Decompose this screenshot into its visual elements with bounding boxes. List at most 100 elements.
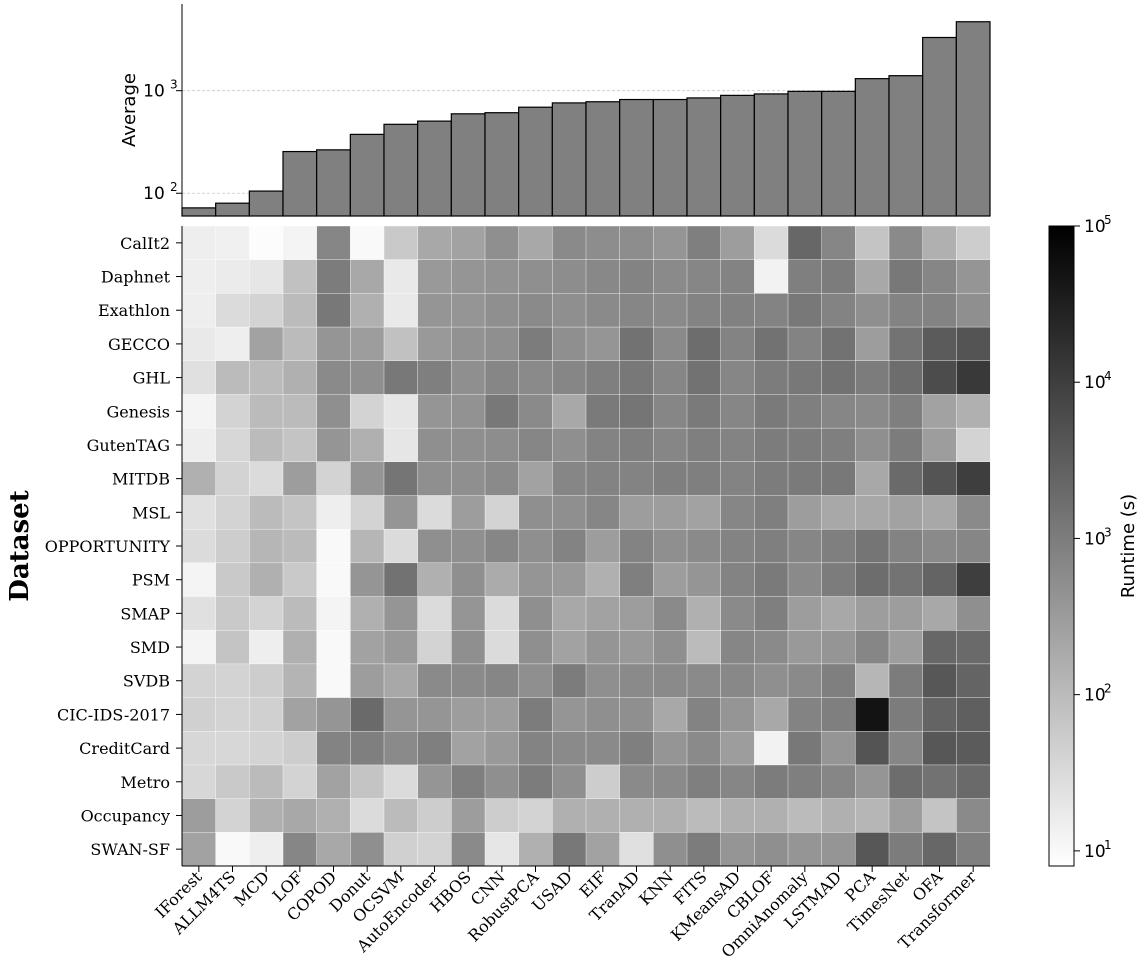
- heatmap-cell-MSL-CNN: [484, 495, 520, 530]
- heatmap-cell-SMAP-OmniAnomaly: [787, 596, 823, 631]
- bar-LSTMAD: [821, 90, 856, 217]
- heatmap-cell-OPPORTUNITY-COPOD: [316, 528, 351, 564]
- heatmap-cell-MITDB-Donut: [350, 461, 385, 496]
- heatmap-cell-CreditCard-Donut: [350, 731, 385, 766]
- heatmap-cell-SVDB-MCD: [249, 663, 284, 699]
- heatmap-cell-SWAN-SF-ALLM4TS: [215, 832, 250, 867]
- heatmap-cell-CalIt2-PCA: [855, 225, 890, 261]
- heatmap-cell-PSM-MCD: [249, 562, 284, 598]
- heatmap-cell-Occupancy-OFA: [922, 798, 957, 833]
- heatmap-cell-CalIt2-TranAD: [619, 225, 654, 261]
- heatmap-cell-MSL-KMeansAD: [720, 495, 755, 530]
- heatmap-x-tick-label: KNN: [635, 867, 677, 909]
- heatmap-cell-SVDB-OFA: [922, 663, 957, 699]
- heatmap-cell-OPPORTUNITY-CBLOF: [754, 528, 789, 564]
- heatmap-cell-OPPORTUNITY-TranAD: [619, 528, 654, 564]
- heatmap-cell-GHL-IForest: [181, 360, 217, 395]
- heatmap-cell-Metro-AutoEncoder: [417, 764, 452, 800]
- heatmap-cell-OPPORTUNITY-LOF: [282, 528, 318, 564]
- heatmap-cell-Exathlon-EIF: [585, 293, 621, 328]
- heatmap-cell-Genesis-TimesNet: [888, 394, 924, 429]
- heatmap-cell-GECCO-AutoEncoder: [417, 326, 452, 362]
- heatmap-cell-SVDB-COPOD: [316, 663, 351, 699]
- heatmap-cell-CalIt2-Transformer: [956, 225, 991, 261]
- heatmap-cell-SMAP-EIF: [585, 596, 621, 631]
- heatmap-cell-OPPORTUNITY-IForest: [181, 528, 217, 564]
- heatmap-cell-MITDB-IForest: [181, 461, 217, 496]
- heatmap-cell-PSM-CBLOF: [754, 562, 789, 598]
- heatmap-cell-CalIt2-EIF: [585, 225, 621, 261]
- heatmap-cell-PSM-HBOS: [451, 562, 486, 598]
- heatmap-x-tick-labels: IForestALLM4TSMCDLOFCOPODDonutOCSVMAutoE…: [151, 866, 980, 961]
- bar-USAD: [551, 102, 587, 217]
- heatmap-cell-CIC-IDS-2017-OCSVM: [383, 697, 419, 732]
- heatmap-cell-GHL-OmniAnomaly: [787, 360, 823, 395]
- heatmap-cell-Metro-PCA: [855, 764, 890, 800]
- heatmap-cell-SMAP-LSTMAD: [821, 596, 856, 631]
- heatmap-cell-Metro-TimesNet: [888, 764, 924, 800]
- bar-CBLOF: [753, 93, 789, 217]
- heatmap-y-tick-label: CreditCard: [79, 739, 170, 758]
- colorbar-tick-label: 10: [1084, 686, 1106, 706]
- heatmap-cell-OPPORTUNITY-EIF: [585, 528, 621, 564]
- heatmap-cell-PSM-ALLM4TS: [215, 562, 250, 598]
- heatmap-cell-GHL-MCD: [249, 360, 284, 395]
- heatmap-cell-SMD-PCA: [855, 630, 890, 665]
- heatmap-cell-SMAP-TimesNet: [888, 596, 924, 631]
- heatmap-cell-SMAP-USAD: [552, 596, 587, 631]
- heatmap-y-tick-label: SVDB: [123, 672, 170, 691]
- heatmap-cell-OPPORTUNITY-OmniAnomaly: [787, 528, 823, 564]
- heatmap-panel: CalIt2 Daphnet Exathlon GECCO GHL Genesis Gute…: [5, 225, 991, 961]
- heatmap-cell-Genesis-CBLOF: [754, 394, 789, 429]
- heatmap-cell-Exathlon-CBLOF: [754, 293, 789, 328]
- heatmap-cell-PSM-OmniAnomaly: [787, 562, 823, 598]
- heatmap-cell-GECCO-TranAD: [619, 326, 654, 362]
- heatmap-cell-Metro-OmniAnomaly: [787, 764, 823, 800]
- heatmap-cell-Genesis-USAD: [552, 394, 587, 429]
- heatmap-cell-MSL-OmniAnomaly: [787, 495, 823, 530]
- heatmap-y-tick-label: GutenTAG: [87, 436, 170, 455]
- heatmap-cell-Genesis-HBOS: [451, 394, 486, 429]
- heatmap-cell-CreditCard-Transformer: [956, 731, 991, 766]
- heatmap-cell-SWAN-SF-CBLOF: [754, 832, 789, 867]
- bar-y-tick-label: 10: [143, 82, 165, 102]
- heatmap-cell-GHL-ALLM4TS: [215, 360, 250, 395]
- heatmap-cell-MSL-COPOD: [316, 495, 351, 530]
- heatmap-cell-SMAP-CBLOF: [754, 596, 789, 631]
- heatmap-cell-PSM-EIF: [585, 562, 621, 598]
- heatmap-cell-CIC-IDS-2017-OmniAnomaly: [787, 697, 823, 732]
- heatmap-cell-GutenTAG-MCD: [249, 427, 284, 463]
- heatmap-cell-OPPORTUNITY-USAD: [552, 528, 587, 564]
- heatmap-cell-GutenTAG-KNN: [653, 427, 688, 463]
- heatmap-cell-PSM-TranAD: [619, 562, 654, 598]
- heatmap-cell-CIC-IDS-2017-HBOS: [451, 697, 486, 732]
- heatmap-y-tick-labels: CalIt2 Daphnet Exathlon GECCO GHL Genesis Gute…: [45, 234, 182, 859]
- heatmap-y-tick-label: Genesis: [106, 402, 170, 421]
- heatmap-cell-PSM-Donut: [350, 562, 385, 598]
- heatmap-cell-GHL-KMeansAD: [720, 360, 755, 395]
- bar-KNN: [652, 98, 688, 217]
- heatmap-cell-GHL-Donut: [350, 360, 385, 395]
- bar-series: [181, 21, 991, 217]
- heatmap-cell-Metro-COPOD: [316, 764, 351, 800]
- heatmap-cell-SVDB-KNN: [653, 663, 688, 699]
- heatmap-cell-Daphnet-EIF: [585, 259, 621, 294]
- heatmap-cell-GutenTAG-LOF: [282, 427, 318, 463]
- heatmap-cell-SMD-HBOS: [451, 630, 486, 665]
- bar-KMeansAD: [720, 94, 755, 217]
- heatmap-cell-Genesis-IForest: [181, 394, 217, 429]
- heatmap-cell-SWAN-SF-OCSVM: [383, 832, 419, 867]
- heatmap-cell-CreditCard-COPOD: [316, 731, 351, 766]
- heatmap-cell-Metro-CBLOF: [754, 764, 789, 800]
- heatmap-cell-MITDB-COPOD: [316, 461, 351, 496]
- heatmap-cell-CalIt2-OmniAnomaly: [787, 225, 823, 261]
- heatmap-cell-SWAN-SF-Donut: [350, 832, 385, 867]
- heatmap-y-tick-label: Metro: [120, 773, 170, 792]
- heatmap-cell-Daphnet-LSTMAD: [821, 259, 856, 294]
- heatmap-cell-Daphnet-COPOD: [316, 259, 351, 294]
- heatmap-cell-GutenTAG-FITS: [686, 427, 722, 463]
- heatmap-cell-PSM-TimesNet: [888, 562, 924, 598]
- heatmap-cell-Exathlon-AutoEncoder: [417, 293, 452, 328]
- heatmap-cell-SVDB-HBOS: [451, 663, 486, 699]
- heatmap-cell-SMD-CNN: [484, 630, 520, 665]
